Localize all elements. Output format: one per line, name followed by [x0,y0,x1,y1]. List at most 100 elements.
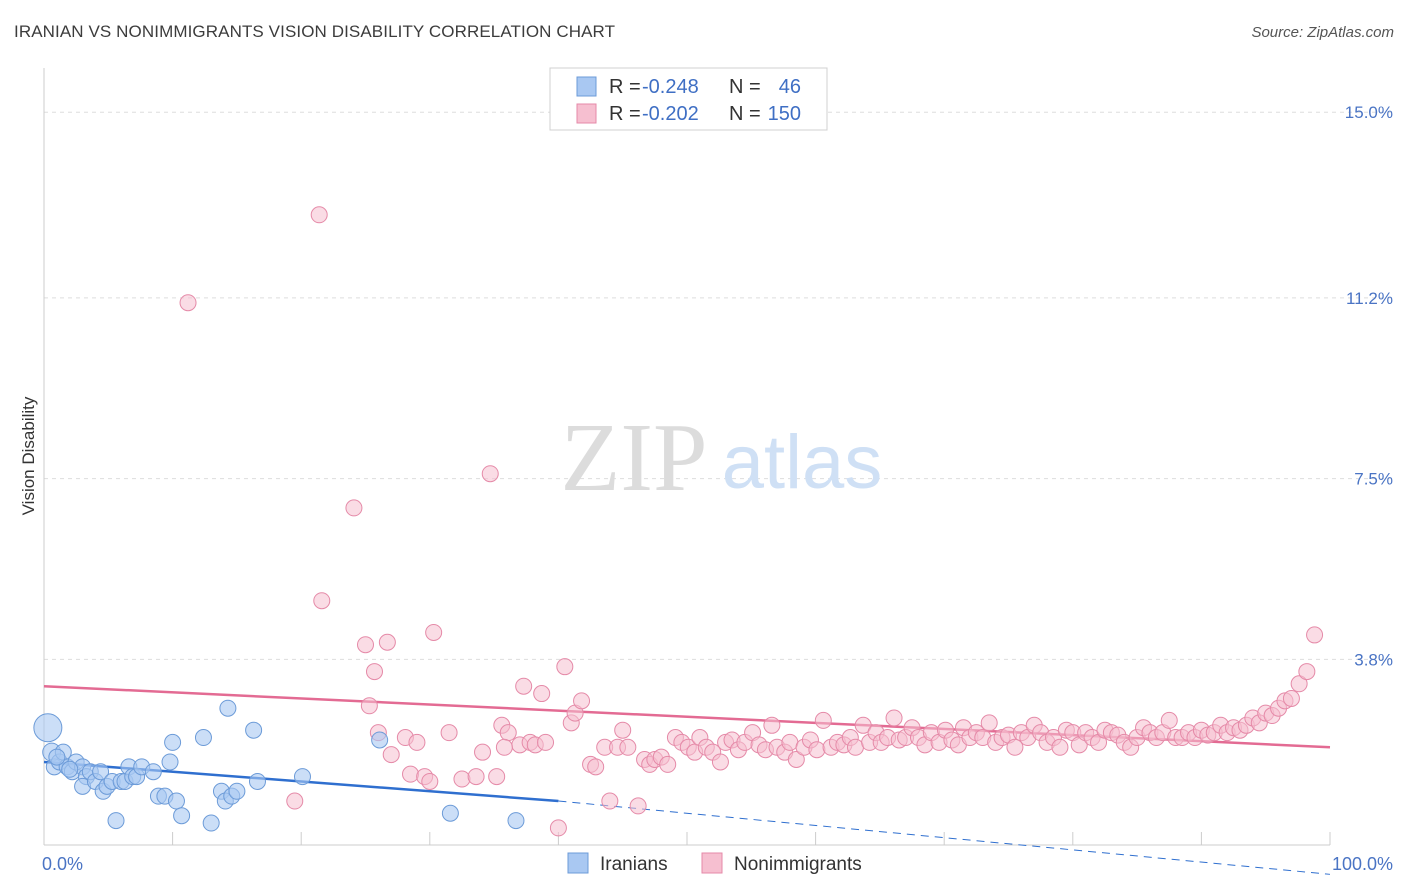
nonimmigrants-point [1160,711,1178,729]
iranians-point [107,812,125,830]
nonimmigrants-point [619,738,637,756]
nonimmigrants-point [885,709,903,727]
stats-legend: R = -0.248 N = 46 R = -0.202 N = 150 [549,67,828,131]
nonimmigrants-point [587,758,605,776]
nonimmigrants-point [313,592,331,610]
nonimmigrants-point [1006,738,1024,756]
nonimmigrants-point [781,733,799,751]
series-legend-swatch-iranians [567,852,589,874]
iranians-point [164,733,182,751]
nonimmigrants-point [629,797,647,815]
nonimmigrants-point [467,768,485,786]
legend-r-label-iranians: R = [609,76,641,98]
nonimmigrants-point [808,741,826,759]
chart-title: IRANIAN VS NONIMMIGRANTS VISION DISABILI… [14,22,616,41]
nonimmigrants-point [614,721,632,739]
iranians-point [507,812,525,830]
iranians-point [441,804,459,822]
iranians-point [248,772,266,790]
nonimmigrants-point [659,755,677,773]
nonimmigrants-point [1290,675,1308,693]
nonimmigrants-point [382,746,400,764]
nonimmigrants-point [1298,663,1316,681]
series-legend-label-nonimmigrants: Nonimmigrants [734,854,862,875]
nonimmigrants-point [286,792,304,810]
iranians-point [202,814,220,832]
y-tick-label: 3.8% [1354,650,1393,669]
nonimmigrants-point [378,633,396,651]
legend-n-label-nonimmigrants: N = [729,103,761,125]
x-tick-label-min: 0.0% [42,854,83,874]
nonimmigrants-point [488,768,506,786]
nonimmigrants-point [533,685,551,703]
iranians-point [245,721,263,739]
legend-r-value-iranians: -0.248 [642,76,699,98]
nonimmigrants-point [601,792,619,810]
series-legend-swatch-nonimmigrants [701,852,723,874]
nonimmigrants-points [179,206,1324,837]
iranians-point [228,782,246,800]
y-axis-title: Vision Disability [19,396,38,515]
legend-r-label-nonimmigrants: R = [609,103,641,125]
legend-n-value-nonimmigrants: 150 [768,103,801,125]
iranians-point [33,713,63,743]
nonimmigrants-point [345,499,363,517]
y-tick-label: 11.2% [1346,289,1393,308]
nonimmigrants-point [421,772,439,790]
x-tick-label-max: 100.0% [1332,854,1393,874]
nonimmigrants-point [481,465,499,483]
nonimmigrants-point [1282,689,1300,707]
nonimmigrants-point [537,733,555,751]
iranians-point [61,760,79,778]
y-tick-labels: 3.8% 7.5% 11.2% 15.0% [1345,103,1393,669]
y-tick-label: 7.5% [1354,470,1393,489]
gridlines [44,111,1393,660]
nonimmigrants-point [179,294,197,312]
nonimmigrants-point [549,819,567,837]
iranians-point [48,748,66,766]
nonimmigrants-point [408,733,426,751]
nonimmigrants-point [360,697,378,715]
iranians-point [194,729,212,747]
legend-r-value-nonimmigrants: -0.202 [642,103,699,125]
nonimmigrants-point [854,716,872,734]
legend-swatch-nonimmigrants [576,103,597,124]
nonimmigrants-point [495,738,513,756]
iranians-point [144,763,162,781]
nonimmigrants-point [310,206,328,224]
x-ticks [43,832,1331,845]
iranians-point [371,731,389,749]
nonimmigrants-point [440,724,458,742]
y-tick-label: 15.0% [1345,103,1393,122]
nonimmigrants-point [499,724,517,742]
iranians-point [161,753,179,771]
iranians-point [219,699,237,717]
nonimmigrants-point [711,753,729,771]
nonimmigrants-point [474,743,492,761]
iranians-trend-extension [558,800,1331,875]
nonimmigrants-point [787,751,805,769]
nonimmigrants-point [846,738,864,756]
nonimmigrants-point [814,711,832,729]
watermark-zip: ZIP [561,404,708,512]
nonimmigrants-point [763,716,781,734]
nonimmigrants-point [357,636,374,654]
nonimmigrants-point [1306,626,1324,644]
nonimmigrants-point [1051,738,1069,756]
trend-lines [43,684,1331,875]
nonimmigrants-point [515,677,533,695]
series-legend-label-iranians: Iranians [600,854,668,875]
nonimmigrants-point [366,663,384,681]
iranians-point [293,768,311,786]
watermark-atlas: atlas [722,420,883,505]
legend-n-label-iranians: N = [729,76,761,98]
nonimmigrants-point [402,765,420,783]
iranians-point [173,807,191,825]
iranians-point [167,792,185,810]
nonimmigrants-point [453,770,471,788]
nonimmigrants-point [425,623,443,641]
legend-n-value-iranians: 46 [779,76,801,98]
nonimmigrants-point [980,714,998,732]
iranians-points [33,699,525,832]
